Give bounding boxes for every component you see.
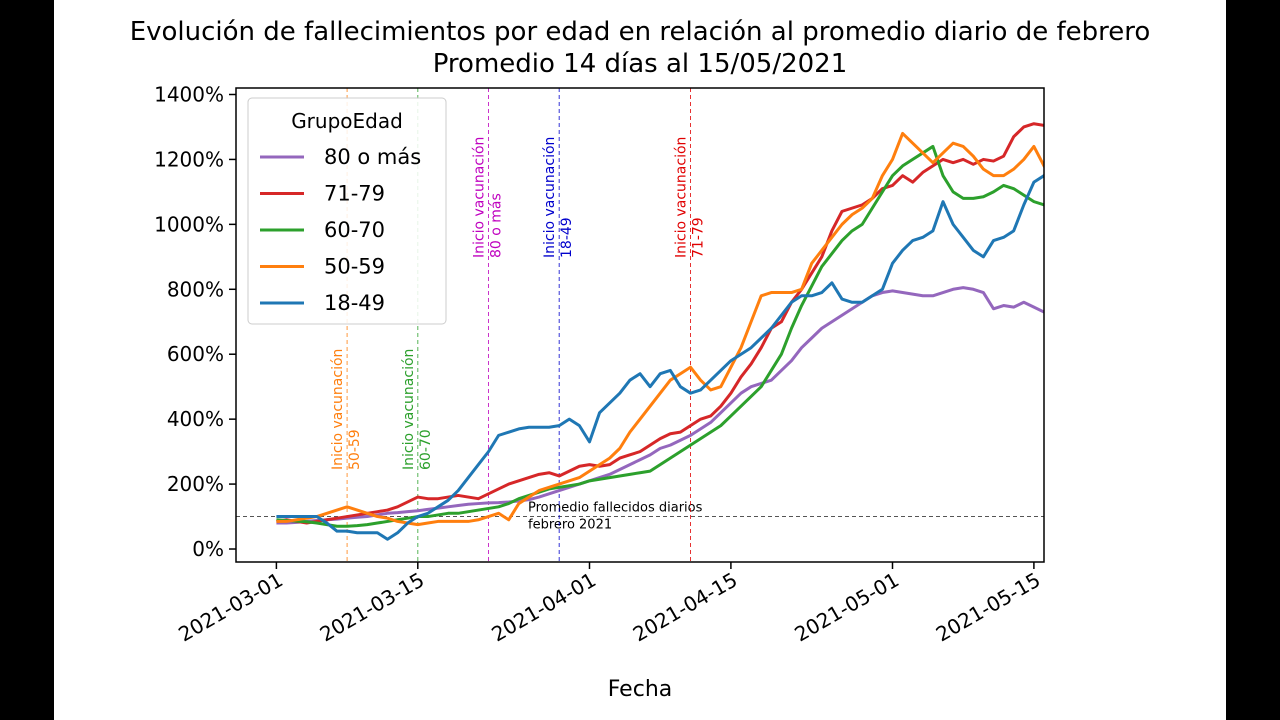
x-tick-label: 2021-04-15 <box>629 568 742 647</box>
event-label-line1: Inicio vacunación <box>330 349 346 470</box>
legend-label: 80 o más <box>324 145 421 169</box>
series-line <box>276 286 1044 525</box>
y-tick-label: 0% <box>192 537 224 561</box>
legend-label: 71-79 <box>324 182 385 206</box>
x-tick-label: 2021-03-01 <box>174 568 287 647</box>
series-layer <box>276 122 1044 541</box>
legend-label: 50-59 <box>324 255 385 279</box>
y-tick-label: 1200% <box>154 147 224 171</box>
x-tick-label: 2021-04-01 <box>487 568 600 647</box>
legend-label: 60-70 <box>324 218 385 242</box>
x-axis-label: Fecha <box>608 677 673 702</box>
event-label-line2: 50-59 <box>347 429 363 470</box>
event-label-line1: Inicio vacunación <box>472 137 488 258</box>
series-line <box>276 122 1044 525</box>
y-tick-label: 600% <box>167 342 224 366</box>
y-tick-label: 400% <box>167 407 224 431</box>
series-line <box>276 131 1044 527</box>
chart-title: Evolución de fallecimientos por edad en … <box>130 17 1151 47</box>
legend: GrupoEdad 80 o más 71-79 60-70 50-59 18-49 <box>247 97 447 325</box>
reference-line-label: febrero 2021 <box>528 518 612 533</box>
event-label-line2: 18-49 <box>559 217 575 258</box>
event-label-line1: Inicio vacunación <box>674 137 690 258</box>
event-label-line2: 71-79 <box>691 217 707 258</box>
plot-area-frame <box>235 87 1045 563</box>
legend-label: 18-49 <box>324 291 385 315</box>
x-tick-label: 2021-03-15 <box>316 568 429 647</box>
vaccination-events-layer: Inicio vacunación 50-59 Inicio vacunación 6… <box>330 88 707 562</box>
series-line <box>276 173 1044 541</box>
x-tick-label: 2021-05-01 <box>790 568 903 647</box>
y-tick-label: 800% <box>167 277 224 301</box>
y-tick-label: 200% <box>167 472 224 496</box>
legend-title: GrupoEdad <box>291 109 403 133</box>
event-label-line2: 80 o más <box>489 193 505 258</box>
y-axis: 0% 200% 400% 600% 800% 1000% 1200% 1400% <box>154 82 236 561</box>
x-axis: 2021-03-01 2021-03-15 2021-04-01 2021-04-15… <box>174 562 1044 646</box>
y-tick-label: 1400% <box>154 82 224 106</box>
event-label-line1: Inicio vacunación <box>401 349 417 470</box>
chart-subtitle: Promedio 14 días al 15/05/2021 <box>433 49 848 79</box>
event-label-line1: Inicio vacunación <box>542 137 558 258</box>
x-tick-label: 2021-05-15 <box>932 568 1045 647</box>
event-label-line2: 60-70 <box>418 429 434 470</box>
reference-line-label: Promedio fallecidos diarios <box>528 501 703 516</box>
y-tick-label: 1000% <box>154 212 224 236</box>
